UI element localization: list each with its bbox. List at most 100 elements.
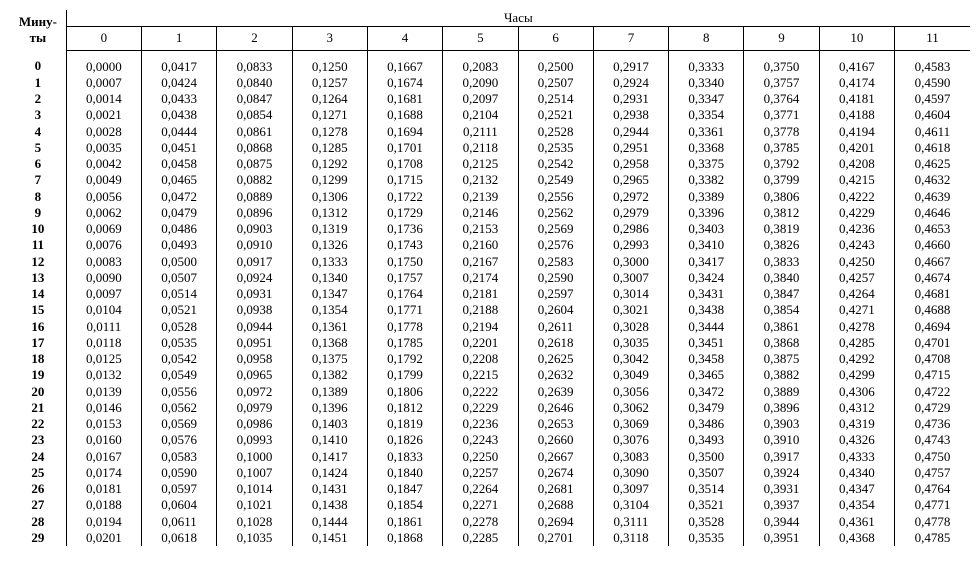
table-cell: 0,0049 (66, 172, 141, 188)
table-cell: 0,1799 (367, 367, 442, 383)
table-cell: 0,0868 (217, 140, 292, 156)
table-cell: 0,1736 (367, 221, 442, 237)
table-cell: 0,0424 (142, 75, 217, 91)
table-cell: 0,0160 (66, 432, 141, 448)
table-cell: 0,3917 (744, 449, 819, 465)
minute-row-header: 16 (10, 319, 66, 335)
table-cell: 0,3799 (744, 172, 819, 188)
table-cell: 0,0514 (142, 286, 217, 302)
table-cell: 0,1382 (292, 367, 367, 383)
table-cell: 0,2938 (593, 107, 668, 123)
table-cell: 0,2181 (443, 286, 518, 302)
table-cell: 0,0618 (142, 530, 217, 546)
table-cell: 0,3444 (669, 319, 744, 335)
table-cell: 0,2083 (443, 50, 518, 75)
table-cell: 0,1347 (292, 286, 367, 302)
table-cell: 0,2250 (443, 449, 518, 465)
table-row: 120,00830,05000,09170,13330,17500,21670,… (10, 254, 970, 270)
table-cell: 0,3944 (744, 514, 819, 530)
table-cell: 0,1417 (292, 449, 367, 465)
table-cell: 0,1792 (367, 351, 442, 367)
table-cell: 0,3111 (593, 514, 668, 530)
table-cell: 0,2660 (518, 432, 593, 448)
table-cell: 0,3854 (744, 302, 819, 318)
table-cell: 0,2979 (593, 205, 668, 221)
minute-row-header: 2 (10, 91, 66, 107)
minute-row-header: 29 (10, 530, 66, 546)
table-cell: 0,4681 (894, 286, 970, 302)
table-cell: 0,4618 (894, 140, 970, 156)
table-cell: 0,0889 (217, 189, 292, 205)
table-cell: 0,1014 (217, 481, 292, 497)
table-cell: 0,3896 (744, 400, 819, 416)
table-cell: 0,4340 (819, 465, 894, 481)
table-cell: 0,4757 (894, 465, 970, 481)
table-cell: 0,3785 (744, 140, 819, 156)
table-cell: 0,4660 (894, 237, 970, 253)
table-cell: 0,4215 (819, 172, 894, 188)
table-cell: 0,2500 (518, 50, 593, 75)
table-cell: 0,3118 (593, 530, 668, 546)
table-cell: 0,3882 (744, 367, 819, 383)
table-cell: 0,4736 (894, 416, 970, 432)
table-cell: 0,1257 (292, 75, 367, 91)
table-cell: 0,1681 (367, 91, 442, 107)
table-cell: 0,1250 (292, 50, 367, 75)
table-row: 40,00280,04440,08610,12780,16940,21110,2… (10, 124, 970, 140)
table-cell: 0,2694 (518, 514, 593, 530)
table-cell: 0,4722 (894, 384, 970, 400)
table-cell: 0,1812 (367, 400, 442, 416)
table-cell: 0,2229 (443, 400, 518, 416)
table-cell: 0,0986 (217, 416, 292, 432)
minute-row-header: 12 (10, 254, 66, 270)
table-cell: 0,2583 (518, 254, 593, 270)
table-row: 150,01040,05210,09380,13540,17710,21880,… (10, 302, 970, 318)
table-cell: 0,1694 (367, 124, 442, 140)
hour-column-header: 10 (819, 27, 894, 50)
table-cell: 0,2236 (443, 416, 518, 432)
table-cell: 0,4590 (894, 75, 970, 91)
table-cell: 0,0083 (66, 254, 141, 270)
table-cell: 0,1403 (292, 416, 367, 432)
table-cell: 0,4250 (819, 254, 894, 270)
table-cell: 0,4208 (819, 156, 894, 172)
table-row: 80,00560,04720,08890,13060,17220,21390,2… (10, 189, 970, 205)
table-cell: 0,0104 (66, 302, 141, 318)
table-cell: 0,4292 (819, 351, 894, 367)
table-cell: 0,4611 (894, 124, 970, 140)
table-cell: 0,2639 (518, 384, 593, 400)
table-row: 190,01320,05490,09650,13820,17990,22150,… (10, 367, 970, 383)
hours-header: Часы (66, 10, 970, 27)
table-cell: 0,2688 (518, 497, 593, 513)
table-cell: 0,2576 (518, 237, 593, 253)
table-cell: 0,3062 (593, 400, 668, 416)
table-row: 230,01600,05760,09930,14100,18260,22430,… (10, 432, 970, 448)
table-cell: 0,0438 (142, 107, 217, 123)
table-cell: 0,1299 (292, 172, 367, 188)
table-cell: 0,2653 (518, 416, 593, 432)
table-cell: 0,1722 (367, 189, 442, 205)
table-cell: 0,0174 (66, 465, 141, 481)
hour-column-header: 7 (593, 27, 668, 50)
table-cell: 0,3410 (669, 237, 744, 253)
table-cell: 0,0944 (217, 319, 292, 335)
minute-row-header: 23 (10, 432, 66, 448)
table-cell: 0,0458 (142, 156, 217, 172)
table-row: 260,01810,05970,10140,14310,18470,22640,… (10, 481, 970, 497)
table-cell: 0,4674 (894, 270, 970, 286)
table-cell: 0,2208 (443, 351, 518, 367)
minute-row-header: 22 (10, 416, 66, 432)
table-cell: 0,0590 (142, 465, 217, 481)
table-cell: 0,0528 (142, 319, 217, 335)
table-cell: 0,3806 (744, 189, 819, 205)
table-cell: 0,4368 (819, 530, 894, 546)
table-cell: 0,0549 (142, 367, 217, 383)
table-cell: 0,1847 (367, 481, 442, 497)
table-cell: 0,2958 (593, 156, 668, 172)
table-cell: 0,3875 (744, 351, 819, 367)
table-cell: 0,3424 (669, 270, 744, 286)
table-cell: 0,4194 (819, 124, 894, 140)
table-cell: 0,2701 (518, 530, 593, 546)
table-cell: 0,0069 (66, 221, 141, 237)
table-cell: 0,0556 (142, 384, 217, 400)
